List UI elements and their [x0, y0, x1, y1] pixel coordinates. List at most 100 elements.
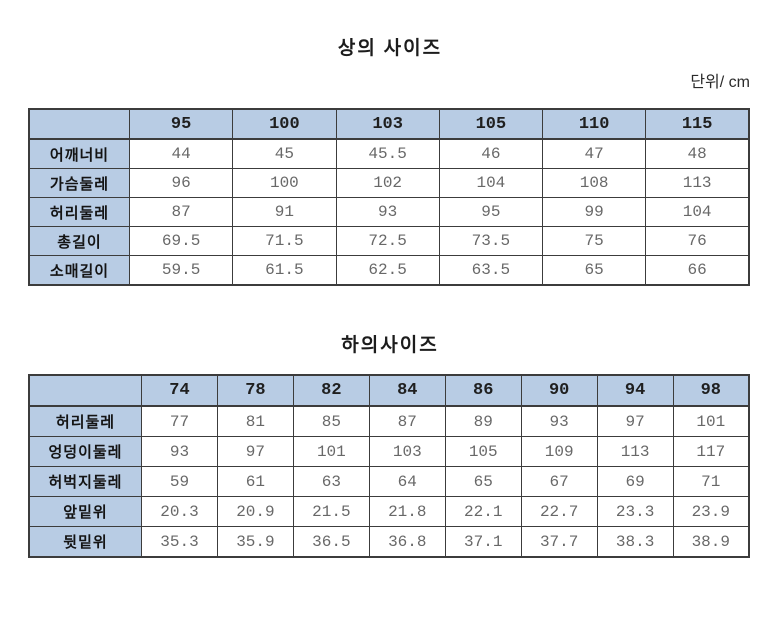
size-header-cell: 110: [541, 108, 647, 140]
table-row: 소매길이 59.5 61.5 62.5 63.5 65 66: [28, 255, 750, 286]
size-header-cell: 105: [438, 108, 544, 140]
value-cell: 71: [672, 466, 750, 497]
size-header-cell: 95: [128, 108, 234, 140]
size-header-cell: 103: [335, 108, 440, 140]
value-cell: 95: [438, 197, 544, 227]
size-header-cell: 115: [645, 108, 750, 140]
row-label-cell: 허벅지둘레: [28, 466, 142, 497]
value-cell: 69: [596, 466, 674, 497]
value-cell: 73.5: [438, 226, 544, 256]
value-cell: 37.1: [444, 526, 522, 558]
value-cell: 36.5: [292, 526, 370, 558]
size-header-cell: 78: [216, 374, 294, 407]
value-cell: 21.8: [368, 496, 446, 527]
bottom-size-table-title: 하의사이즈: [341, 335, 439, 356]
value-cell: 85: [292, 405, 370, 437]
size-header-row: 95 100 103 105 110 115: [28, 108, 750, 140]
value-cell: 101: [292, 436, 370, 467]
value-cell: 113: [596, 436, 674, 467]
value-cell: 61.5: [232, 255, 337, 286]
corner-cell: [28, 108, 130, 140]
value-cell: 38.9: [672, 526, 750, 558]
value-cell: 105: [444, 436, 522, 467]
value-cell: 97: [216, 436, 294, 467]
value-cell: 44: [128, 138, 234, 169]
table-row: 허리둘레 87 91 93 95 99 104: [28, 197, 750, 227]
size-header-cell: 100: [232, 108, 337, 140]
value-cell: 48: [645, 138, 750, 169]
value-cell: 45: [232, 138, 337, 169]
size-header-cell: 82: [292, 374, 370, 407]
row-label-cell: 소매길이: [28, 255, 130, 286]
table-row: 총길이 69.5 71.5 72.5 73.5 75 76: [28, 226, 750, 256]
size-header-cell: 86: [444, 374, 522, 407]
value-cell: 108: [541, 168, 647, 198]
value-cell: 87: [128, 197, 234, 227]
value-cell: 89: [444, 405, 522, 437]
table-row: 가슴둘레 96 100 102 104 108 113: [28, 168, 750, 198]
value-cell: 99: [541, 197, 647, 227]
value-cell: 65: [444, 466, 522, 497]
size-header-cell: 94: [596, 374, 674, 407]
table-row: 뒷밑위 35.3 35.9 36.5 36.8 37.1 37.7 38.3 38.9: [28, 526, 750, 558]
value-cell: 67: [520, 466, 598, 497]
value-cell: 87: [368, 405, 446, 437]
value-cell: 113: [645, 168, 750, 198]
value-cell: 91: [232, 197, 337, 227]
value-cell: 104: [645, 197, 750, 227]
value-cell: 36.8: [368, 526, 446, 558]
value-cell: 66: [645, 255, 750, 286]
row-label-cell: 어깨너비: [28, 138, 130, 169]
value-cell: 75: [541, 226, 647, 256]
row-label-cell: 가슴둘레: [28, 168, 130, 198]
size-header-cell: 74: [141, 374, 218, 407]
size-header-cell: 98: [672, 374, 750, 407]
row-label-cell: 엉덩이둘레: [28, 436, 142, 467]
value-cell: 64: [368, 466, 446, 497]
value-cell: 93: [335, 197, 440, 227]
value-cell: 101: [672, 405, 750, 437]
value-cell: 96: [128, 168, 234, 198]
corner-cell: [28, 374, 142, 407]
value-cell: 21.5: [292, 496, 370, 527]
value-cell: 35.9: [216, 526, 294, 558]
value-cell: 23.3: [596, 496, 674, 527]
value-cell: 22.1: [444, 496, 522, 527]
value-cell: 97: [596, 405, 674, 437]
row-label-cell: 총길이: [28, 226, 130, 256]
bottom-size-table: 74 78 82 84 86 90 94 98 허리둘레 77 81 85 87 89 93 97 101 엉덩이…: [28, 374, 750, 558]
table-row: 허리둘레 77 81 85 87 89 93 97 101: [28, 405, 750, 437]
value-cell: 62.5: [335, 255, 440, 286]
size-header-cell: 90: [520, 374, 598, 407]
value-cell: 103: [368, 436, 446, 467]
row-label-cell: 허리둘레: [28, 197, 130, 227]
row-label-cell: 앞밑위: [28, 496, 142, 527]
table-row: 허벅지둘레 59 61 63 64 65 67 69 71: [28, 466, 750, 497]
value-cell: 63: [292, 466, 370, 497]
value-cell: 47: [541, 138, 647, 169]
value-cell: 20.9: [216, 496, 294, 527]
top-size-table-title: 상의 사이즈: [337, 38, 443, 59]
row-label-cell: 뒷밑위: [28, 526, 142, 558]
top-size-table: 95 100 103 105 110 115 어깨너비 44 45 45.5 46 47 48 가슴둘레 9…: [28, 108, 750, 286]
value-cell: 23.9: [672, 496, 750, 527]
value-cell: 22.7: [520, 496, 598, 527]
value-cell: 71.5: [232, 226, 337, 256]
unit-label: 단위/ cm: [690, 74, 750, 91]
value-cell: 100: [232, 168, 337, 198]
value-cell: 37.7: [520, 526, 598, 558]
value-cell: 65: [541, 255, 647, 286]
value-cell: 102: [335, 168, 440, 198]
value-cell: 69.5: [128, 226, 234, 256]
value-cell: 45.5: [335, 138, 440, 169]
value-cell: 63.5: [438, 255, 544, 286]
value-cell: 38.3: [596, 526, 674, 558]
value-cell: 117: [672, 436, 750, 467]
value-cell: 76: [645, 226, 750, 256]
size-header-cell: 84: [368, 374, 446, 407]
value-cell: 77: [141, 405, 218, 437]
value-cell: 93: [520, 405, 598, 437]
value-cell: 72.5: [335, 226, 440, 256]
value-cell: 35.3: [141, 526, 218, 558]
